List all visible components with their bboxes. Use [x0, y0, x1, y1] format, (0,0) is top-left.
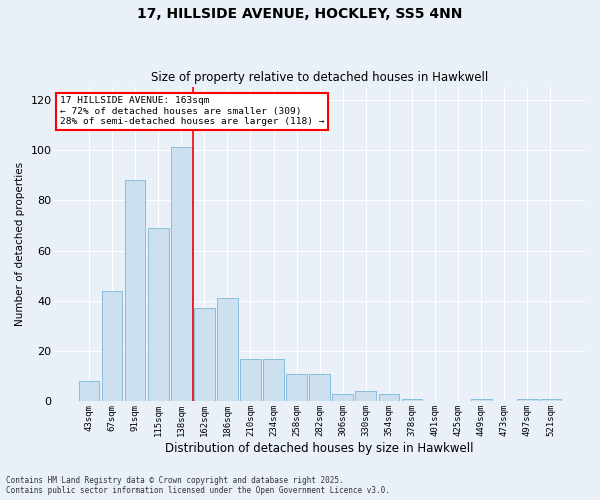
Bar — [401, 399, 422, 402]
Bar — [540, 399, 561, 402]
X-axis label: Distribution of detached houses by size in Hawkwell: Distribution of detached houses by size … — [166, 442, 474, 455]
Bar — [517, 399, 538, 402]
Text: 17, HILLSIDE AVENUE, HOCKLEY, SS5 4NN: 17, HILLSIDE AVENUE, HOCKLEY, SS5 4NN — [137, 8, 463, 22]
Bar — [263, 358, 284, 402]
Bar — [171, 148, 191, 402]
Y-axis label: Number of detached properties: Number of detached properties — [15, 162, 25, 326]
Bar — [332, 394, 353, 402]
Bar — [148, 228, 169, 402]
Bar — [101, 291, 122, 402]
Bar — [125, 180, 145, 402]
Bar — [217, 298, 238, 402]
Text: 17 HILLSIDE AVENUE: 163sqm
← 72% of detached houses are smaller (309)
28% of sem: 17 HILLSIDE AVENUE: 163sqm ← 72% of deta… — [60, 96, 324, 126]
Bar — [355, 392, 376, 402]
Bar — [471, 399, 491, 402]
Text: Contains HM Land Registry data © Crown copyright and database right 2025.
Contai: Contains HM Land Registry data © Crown c… — [6, 476, 390, 495]
Title: Size of property relative to detached houses in Hawkwell: Size of property relative to detached ho… — [151, 72, 488, 85]
Bar — [286, 374, 307, 402]
Bar — [310, 374, 330, 402]
Bar — [79, 382, 100, 402]
Bar — [194, 308, 215, 402]
Bar — [379, 394, 400, 402]
Bar — [240, 358, 261, 402]
